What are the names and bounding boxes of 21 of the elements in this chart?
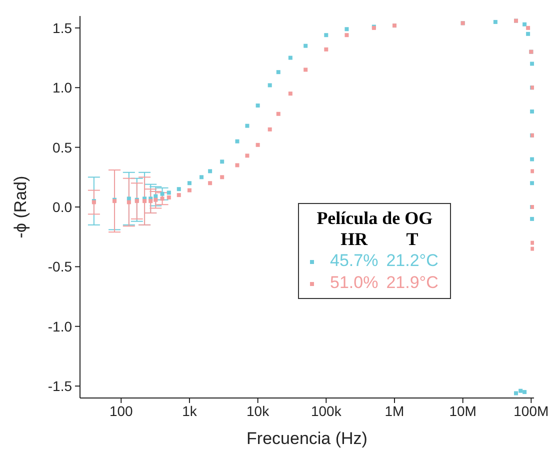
x-tick-label: 100M — [514, 402, 549, 419]
x-tick-label: 10M — [449, 402, 476, 419]
y-tick-label: 1.5 — [52, 20, 72, 36]
y-tick-label: -0.5 — [48, 258, 72, 275]
y-tick-label: 0.5 — [52, 139, 72, 156]
y-tick-label: -1.0 — [48, 318, 72, 334]
x-tick-label: 100k — [310, 402, 342, 419]
y-tick-label: 1.0 — [52, 80, 72, 96]
legend-label: 51.0% 21.9°C — [329, 272, 440, 294]
x-tick-label: 100 — [109, 402, 134, 419]
annotation: T — [405, 229, 420, 250]
x-tick-label: 1k — [182, 402, 198, 419]
x-axis-title: Frecuencia (Hz) — [246, 429, 368, 448]
y-tick-label: -1.5 — [48, 378, 72, 394]
annotation: HR — [340, 229, 369, 250]
x-tick-label: 1M — [384, 402, 404, 419]
x-tick-label: 10k — [246, 402, 270, 419]
legend-label: 45.7% 21.2°C — [329, 250, 440, 272]
legend-title: Película de OG — [316, 208, 434, 229]
y-tick-label: 0.0 — [52, 198, 72, 215]
y-axis-title: -ϕ (Rad) — [11, 176, 30, 238]
